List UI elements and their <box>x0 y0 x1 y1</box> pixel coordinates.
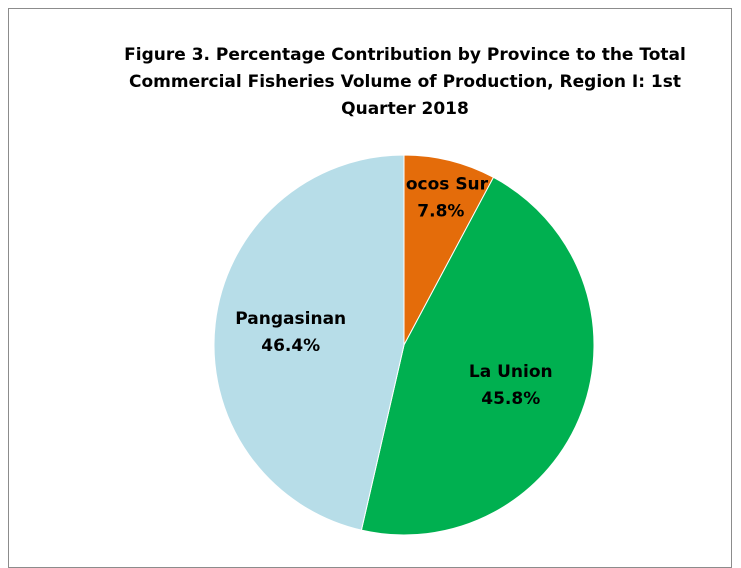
slice-value-label: 46.4% <box>261 336 320 356</box>
page: {"chart_data": {"type": "pie", "title": … <box>8 8 732 568</box>
chart: Ilocos Sur 7.8% La Union 45.8% Pangasinan 46.… <box>213 154 595 536</box>
chart-title: Figure 3. Percentage Contribution by Pro… <box>124 45 686 119</box>
slice-category-label: La Union <box>469 362 553 382</box>
pie-slice <box>403 154 495 346</box>
slice-value-label: 7.8% <box>417 202 464 222</box>
pie-slice <box>360 176 595 536</box>
slice-value-label: 45.8% <box>481 389 540 409</box>
slice-category-label: Ilocos Sur <box>394 175 489 195</box>
pie-slice <box>213 154 405 531</box>
slice-category-label: Pangasinan <box>235 309 346 329</box>
